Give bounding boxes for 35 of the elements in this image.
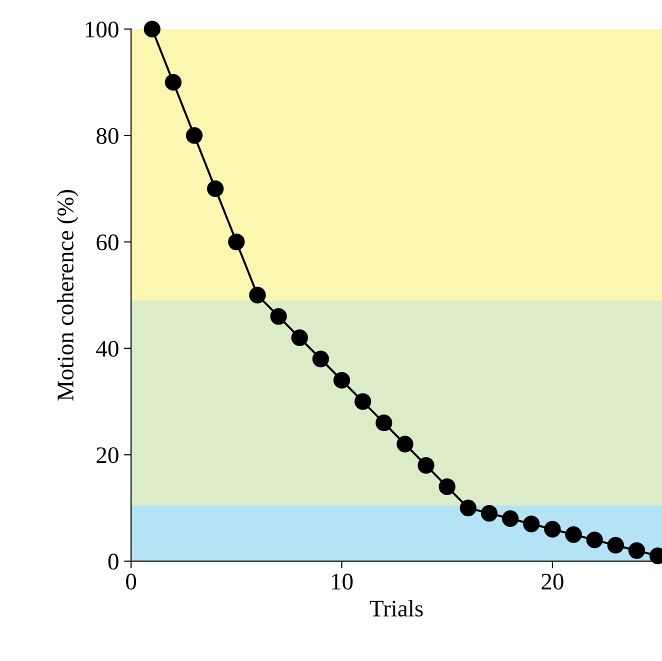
- y-tick-label: 80: [96, 128, 118, 144]
- x-tick-label: 0: [126, 574, 136, 590]
- point: [186, 127, 203, 144]
- point: [164, 74, 182, 91]
- point: [228, 234, 245, 250]
- point: [523, 516, 540, 532]
- y-tick-label: 100: [86, 22, 118, 38]
- point: [628, 542, 646, 559]
- y-tick-label: 0: [108, 554, 118, 570]
- point: [460, 500, 477, 516]
- point: [376, 414, 392, 432]
- point: [438, 478, 456, 496]
- point: [565, 526, 582, 543]
- point: [144, 20, 160, 38]
- y-axis-title: Motion coherence (%): [56, 190, 78, 401]
- point: [270, 308, 287, 325]
- x-axis-title: Trials: [370, 600, 423, 617]
- point: [312, 350, 330, 368]
- point: [544, 520, 561, 538]
- point: [418, 457, 434, 474]
- y-tick-label: 20: [96, 447, 118, 464]
- point: [607, 536, 624, 554]
- point: [207, 180, 224, 198]
- point: [586, 532, 603, 548]
- y-tick-label: 40: [96, 340, 118, 357]
- x-tick-label: 10: [332, 574, 353, 590]
- point: [249, 286, 266, 304]
- point: [502, 510, 519, 527]
- y-tick-label: 60: [96, 234, 118, 250]
- x-tick-label: 20: [542, 574, 564, 590]
- point: [354, 393, 372, 410]
- point: [291, 329, 308, 346]
- point: [396, 436, 414, 452]
- point: [480, 504, 498, 522]
- point: [333, 372, 350, 389]
